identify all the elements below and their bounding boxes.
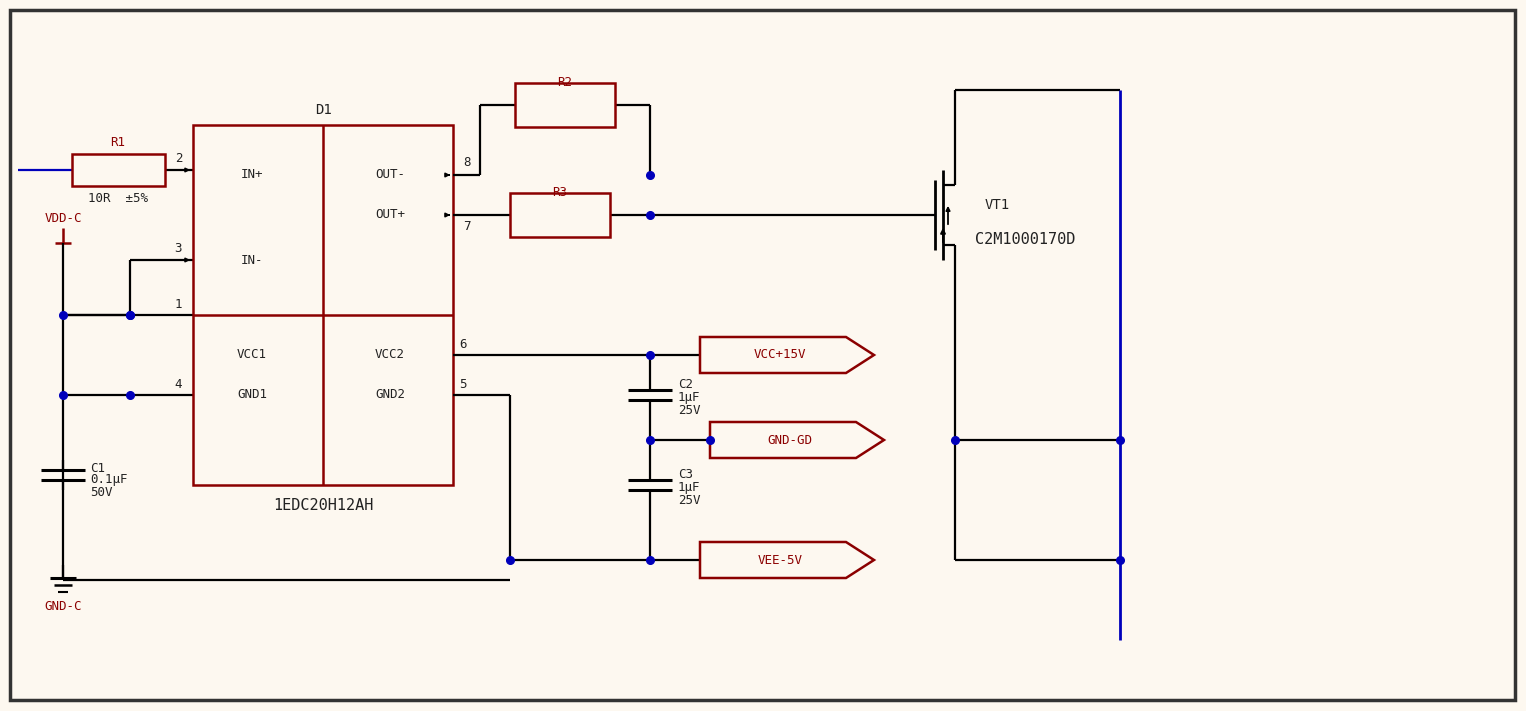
- Text: R1: R1: [110, 137, 125, 149]
- Text: 1EDC20H12AH: 1EDC20H12AH: [273, 498, 374, 513]
- Text: 7: 7: [464, 220, 470, 232]
- Text: 50V: 50V: [90, 486, 113, 498]
- Text: OUT+: OUT+: [375, 208, 404, 222]
- Text: 5: 5: [459, 378, 467, 390]
- Text: 4: 4: [174, 378, 182, 390]
- Bar: [514, 83, 615, 127]
- Text: C3: C3: [678, 469, 693, 481]
- Text: 3: 3: [174, 242, 182, 255]
- Text: 0.1μF: 0.1μF: [90, 474, 128, 486]
- Bar: [510, 193, 610, 237]
- Text: C2: C2: [678, 378, 693, 392]
- Text: OUT-: OUT-: [375, 169, 404, 181]
- Text: VCC+15V: VCC+15V: [754, 348, 806, 361]
- Text: 1μF: 1μF: [678, 481, 700, 494]
- Text: GND1: GND1: [237, 388, 267, 402]
- Bar: [72, 154, 165, 186]
- Polygon shape: [700, 337, 874, 373]
- Bar: [192, 125, 453, 485]
- Text: C2M1000170D: C2M1000170D: [975, 232, 1076, 247]
- Polygon shape: [700, 542, 874, 578]
- Text: VDD-C: VDD-C: [44, 211, 82, 225]
- Text: 6: 6: [459, 338, 467, 351]
- Text: 2: 2: [175, 152, 183, 166]
- Text: D1: D1: [314, 103, 331, 117]
- Text: 25V: 25V: [678, 494, 700, 508]
- Text: GND-C: GND-C: [44, 601, 82, 614]
- Text: R3: R3: [552, 186, 568, 200]
- Text: 10R  ±5%: 10R ±5%: [89, 191, 148, 205]
- Text: GND-GD: GND-GD: [768, 434, 812, 447]
- Text: R2: R2: [557, 77, 572, 90]
- Text: GND2: GND2: [375, 388, 404, 402]
- Text: 1: 1: [174, 297, 182, 311]
- Text: VEE-5V: VEE-5V: [757, 553, 803, 567]
- Text: 8: 8: [464, 156, 470, 169]
- Text: VT1: VT1: [984, 198, 1010, 212]
- Polygon shape: [710, 422, 884, 458]
- Text: 1μF: 1μF: [678, 392, 700, 405]
- Text: VCC1: VCC1: [237, 348, 267, 361]
- Text: IN-: IN-: [241, 254, 264, 267]
- Text: 25V: 25V: [678, 405, 700, 417]
- Text: VCC2: VCC2: [375, 348, 404, 361]
- Text: IN+: IN+: [241, 169, 264, 181]
- Text: C1: C1: [90, 461, 105, 474]
